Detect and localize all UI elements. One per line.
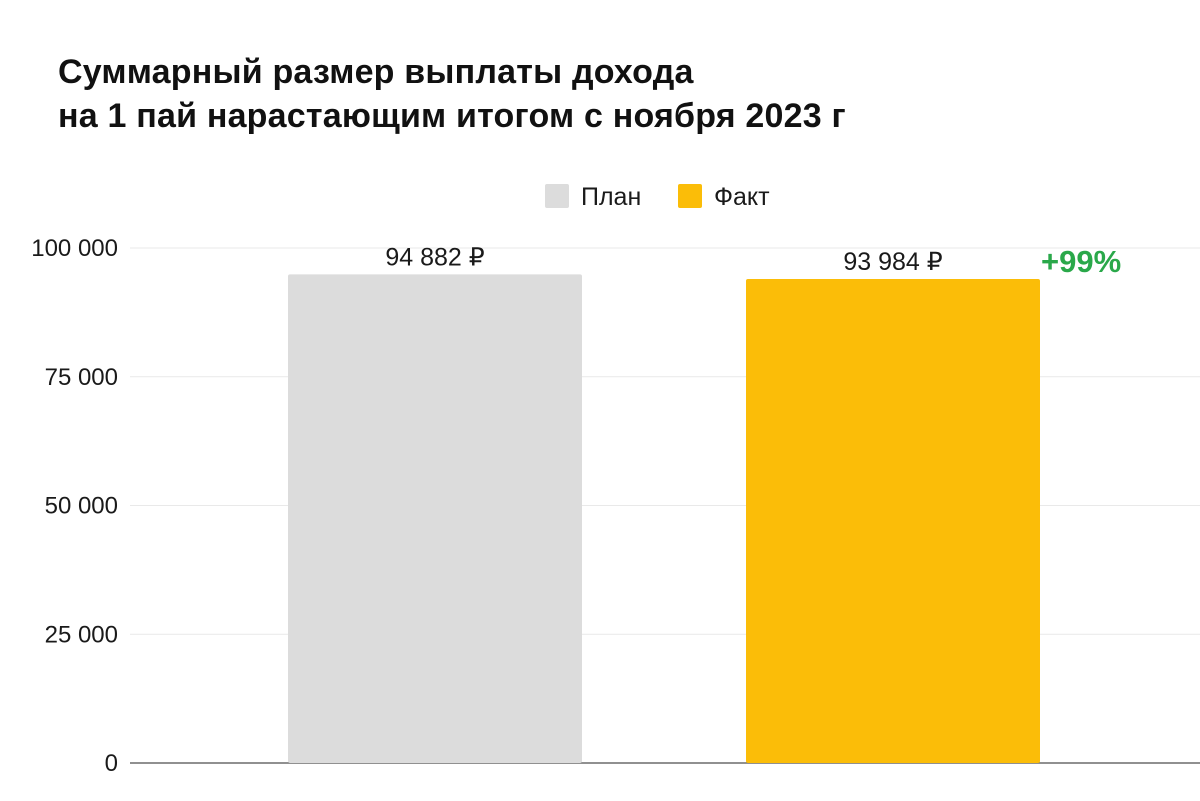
data-label-факт: 93 984 ₽ xyxy=(843,248,942,276)
y-tick-label-50000: 50 000 xyxy=(45,493,118,520)
chart-title-line-1: Суммарный размер выплаты дохода xyxy=(58,53,694,91)
chart-title: Суммарный размер выплаты дохода на 1 пай… xyxy=(58,50,846,138)
legend-swatch-факт xyxy=(678,184,702,208)
y-tick-label-75000: 75 000 xyxy=(45,364,118,391)
y-tick-label-100000: 100 000 xyxy=(31,235,118,262)
y-tick-label-25000: 25 000 xyxy=(45,621,118,648)
bar-план xyxy=(288,274,582,763)
bars xyxy=(288,274,1040,763)
legend-swatch-план xyxy=(545,184,569,208)
y-tick-label-0: 0 xyxy=(105,750,118,777)
legend-label-план: План xyxy=(581,183,641,211)
y-axis: 0 25 000 50 000 75 000 100 000 xyxy=(31,235,118,777)
legend-label-факт: Факт xyxy=(714,183,770,211)
bar-факт xyxy=(746,278,1040,763)
data-label-план: 94 882 ₽ xyxy=(385,243,484,271)
data-labels: 94 882 ₽ 93 984 ₽ +99% xyxy=(385,243,1121,279)
chart-title-line-2: на 1 пай нарастающим итогом с ноября 202… xyxy=(58,97,846,135)
legend: План Факт xyxy=(545,183,770,211)
growth-annotation: +99% xyxy=(1041,244,1121,279)
